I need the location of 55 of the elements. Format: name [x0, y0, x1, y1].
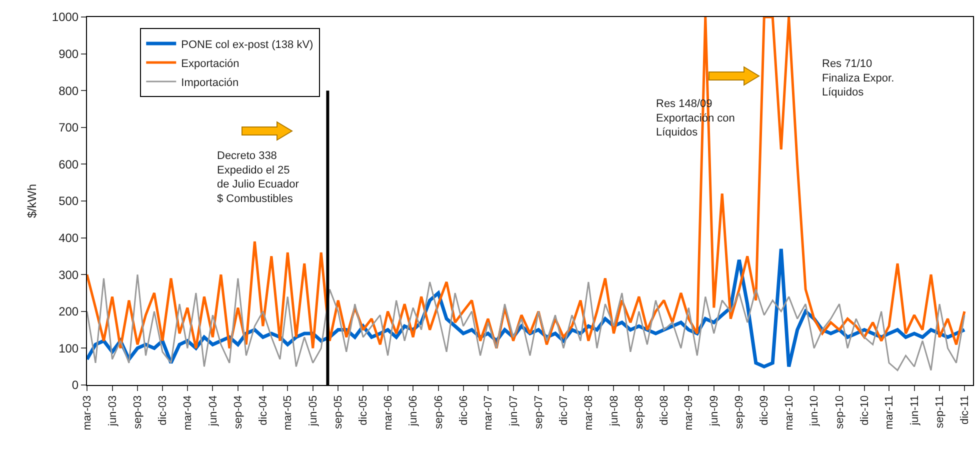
x-tick-label: sep-10	[834, 395, 846, 430]
x-tick-label: dic-06	[458, 395, 470, 426]
x-tick-label: jun-03	[106, 395, 119, 427]
line-series	[87, 17, 966, 350]
x-tick-label: sep-11	[934, 395, 946, 428]
x-tick-label: sep-04	[232, 395, 245, 430]
x-tick-label: mar-05	[282, 395, 294, 430]
y-tick-label: 500	[58, 194, 79, 208]
y-tick-label: 0	[72, 378, 79, 392]
legend-label: PONE col ex-post (138 kV)	[181, 38, 314, 51]
x-tick-label: jun-09	[708, 395, 720, 427]
x-tick-label: sep-08	[634, 395, 646, 430]
x-tick-label: mar-10	[783, 395, 796, 430]
x-tick-label: jun-04	[207, 395, 220, 427]
x-tick-label: sep-07	[533, 395, 546, 430]
x-tick-label: jun-11	[908, 395, 921, 426]
x-tick-label: dic-03	[157, 395, 170, 426]
x-tick-label: mar-09	[683, 395, 696, 430]
x-tick-label: sep-06	[432, 395, 445, 430]
y-tick-label: 800	[58, 84, 79, 98]
x-tick-label: dic-04	[258, 395, 270, 426]
x-tick-label: sep-03	[132, 395, 144, 430]
x-tick-label: dic-11	[959, 395, 972, 425]
x-tick-label: sep-09	[734, 395, 746, 430]
annotation: Decreto 338 Expedido el 25 de Julio Ecuador $ Combustibles	[217, 150, 300, 205]
y-tick-label: 600	[58, 157, 79, 172]
x-tick-label: sep-05	[332, 395, 345, 430]
y-tick-label: 700	[58, 120, 79, 135]
line-series	[87, 274, 966, 372]
y-tick-label: 1000	[52, 10, 79, 24]
y-tick-label: 300	[58, 268, 79, 282]
y-tick-label: 400	[58, 231, 79, 245]
y-tick-label: 900	[58, 47, 79, 61]
y-axis-title: $/kWh	[25, 184, 40, 218]
x-tick-label: mar-03	[82, 395, 94, 430]
legend-label: Exportación	[181, 58, 240, 70]
x-tick-label: jun-06	[408, 395, 420, 427]
x-tick-label: jun-08	[608, 395, 620, 427]
y-tick-label: 100	[58, 341, 79, 356]
legend-label: Importación	[181, 76, 239, 89]
x-tick-label: dic-07	[558, 395, 570, 426]
x-tick-label: mar-07	[482, 395, 495, 430]
x-tick-label: jun-07	[508, 395, 520, 427]
y-tick-label: 200	[58, 304, 79, 319]
x-tick-label: dic-05	[358, 395, 370, 426]
x-tick-label: mar-06	[382, 395, 394, 430]
x-tick-label: dic-10	[858, 395, 871, 426]
x-tick-label: mar-04	[182, 395, 194, 430]
x-tick-label: dic-08	[658, 395, 671, 426]
x-tick-label: jun-05	[307, 395, 320, 427]
x-tick-label: mar-11	[884, 395, 896, 430]
x-tick-label: jun-10	[808, 395, 821, 427]
annotation: Res 71/10 Finaliza Expor. Líquidos	[822, 58, 894, 99]
x-tick-label: dic-09	[758, 395, 771, 426]
x-tick-label: mar-08	[583, 395, 596, 430]
